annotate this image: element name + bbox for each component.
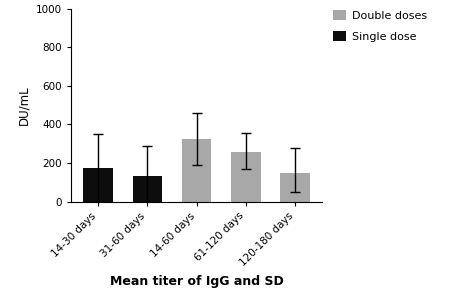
Bar [281, 173, 310, 202]
Bar [133, 176, 162, 202]
X-axis label: Mean titer of IgG and SD: Mean titer of IgG and SD [110, 275, 283, 288]
Bar [182, 139, 211, 202]
Y-axis label: DU/mL: DU/mL [18, 85, 30, 125]
Legend: Double doses, Single dose: Double doses, Single dose [333, 10, 427, 42]
Bar [83, 168, 113, 202]
Bar [231, 152, 261, 202]
